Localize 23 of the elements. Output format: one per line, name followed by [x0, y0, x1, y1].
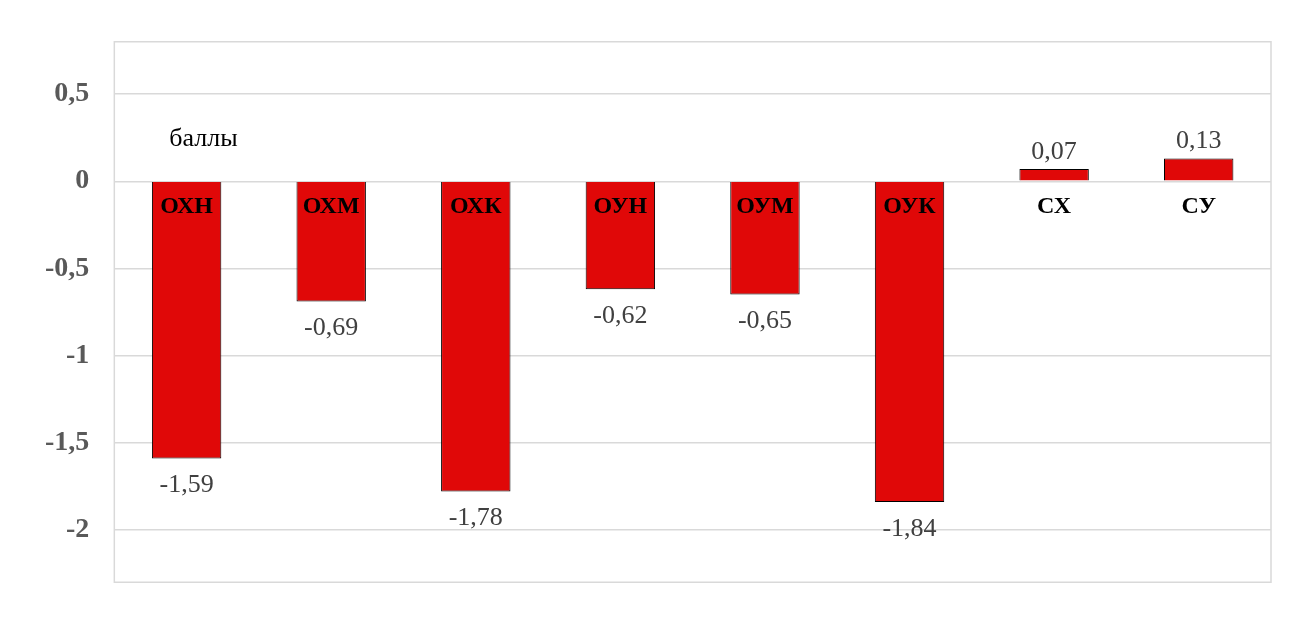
- x-tick-label: ОХН: [160, 192, 214, 219]
- data-label: 0,07: [1031, 135, 1077, 165]
- y-tick-label: 0,5: [54, 76, 90, 108]
- x-tick-label: ОУН: [593, 192, 648, 219]
- x-tick-label: СУ: [1181, 192, 1217, 219]
- y-tick-label: -0,5: [45, 250, 90, 282]
- data-label: -1,84: [882, 512, 937, 542]
- data-label: -1,78: [448, 502, 503, 532]
- x-tick-label: ОХК: [450, 192, 503, 219]
- data-label: -1,59: [159, 469, 214, 499]
- x-tick-label: ОУК: [883, 192, 937, 219]
- data-label: 0,13: [1175, 125, 1222, 155]
- x-tick-label: СХ: [1037, 192, 1072, 219]
- y-tick-label: -1,5: [45, 424, 90, 456]
- y-tick-label: 0: [75, 163, 90, 195]
- y-tick-label: -1: [66, 337, 90, 369]
- data-label: -0,69: [304, 312, 359, 342]
- data-label: -0,62: [593, 300, 648, 330]
- data-label: -0,65: [737, 305, 793, 335]
- annotation: баллы: [169, 122, 238, 152]
- x-tick-label: ОУМ: [736, 192, 794, 219]
- y-tick-label: -2: [66, 512, 90, 544]
- x-tick-label: ОХМ: [302, 192, 360, 219]
